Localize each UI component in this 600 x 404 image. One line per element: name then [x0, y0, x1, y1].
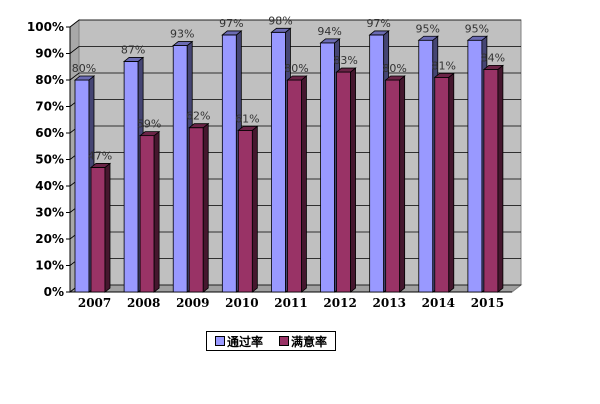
data-label-series-2: 81% — [432, 59, 456, 72]
bar-top-series-1 — [172, 41, 194, 46]
data-label-series-2: 83% — [333, 54, 357, 67]
bar-top-series-2 — [89, 163, 112, 168]
y-tick-label: 20% — [35, 232, 64, 246]
bar-top-series-1 — [270, 27, 292, 33]
y-tick-label: 50% — [35, 153, 64, 167]
data-label-series-1: 98% — [268, 14, 292, 27]
bar-top-series-1 — [122, 57, 145, 62]
bar-series-1 — [467, 39, 483, 293]
y-tick-label: 10% — [35, 259, 64, 273]
y-tick-label: 100% — [27, 20, 64, 34]
y-tick-label: 60% — [35, 126, 64, 140]
bar-top-series-2 — [335, 67, 357, 73]
bar-series-1 — [221, 34, 237, 293]
bar-top-series-2 — [384, 75, 406, 81]
y-tick-label: 70% — [35, 100, 64, 114]
data-label-series-2: 47% — [88, 149, 112, 162]
bar-series-2 — [336, 71, 351, 293]
data-label-series-1: 95% — [465, 22, 489, 35]
bar-series-2 — [237, 129, 253, 293]
bar-series-1 — [418, 39, 434, 293]
bar-side-series-2 — [448, 72, 455, 293]
bar-side-series-2 — [350, 67, 356, 293]
data-label-series-1: 80% — [72, 62, 96, 75]
bar-top-series-1 — [368, 30, 390, 36]
bar-series-1 — [123, 61, 139, 293]
gridline — [69, 19, 521, 28]
x-tick-label: 2009 — [176, 296, 209, 310]
x-tick-label: 2008 — [127, 296, 160, 310]
bar-side-series-2 — [301, 75, 307, 293]
legend-label-series-2: 满意率 — [290, 334, 327, 349]
bar-series-1 — [320, 42, 335, 293]
y-tick-label: 0% — [44, 285, 64, 299]
bar-series-1 — [74, 79, 90, 293]
x-tick-label: 2010 — [225, 296, 258, 310]
x-tick-label: 2011 — [274, 296, 307, 310]
legend-label-series-1: 通过率 — [226, 334, 263, 349]
bar-series-2 — [385, 79, 401, 293]
legend-swatch-series-2 — [278, 336, 289, 346]
bar-top-series-1 — [417, 35, 439, 41]
legend-swatch-series-1 — [214, 336, 225, 346]
data-label-series-1: 97% — [366, 17, 390, 30]
bar-top-series-2 — [482, 65, 505, 70]
data-label-series-1: 93% — [170, 28, 194, 41]
bar-top-series-2 — [433, 72, 455, 78]
x-tick-label: 2013 — [373, 296, 406, 310]
bar-side-series-2 — [202, 122, 209, 293]
bar-top-series-2 — [286, 75, 308, 81]
bar-top-series-2 — [138, 131, 161, 137]
bar-side-series-2 — [104, 162, 111, 293]
bar-side-series-2 — [497, 64, 504, 293]
bar-top-series-1 — [319, 38, 341, 44]
data-label-series-2: 80% — [382, 62, 406, 75]
bar-series-2 — [434, 76, 450, 293]
data-label-series-1: 94% — [317, 25, 341, 38]
bar-series-2 — [188, 127, 204, 293]
plot-area: 0% 10% 20% 30% 40% 50% 60% 70% 80% 90% 100% 80% 47% 2… — [27, 14, 523, 310]
y-tick-label: 40% — [35, 179, 64, 193]
bar-top-series-1 — [221, 30, 243, 36]
x-tick-label: 2015 — [471, 296, 504, 310]
legend-item-series-2: 满意率 — [278, 333, 327, 350]
x-tick-label: 2012 — [323, 296, 356, 310]
legend-item-series-1: 通过率 — [214, 333, 263, 350]
bar-series-2 — [287, 79, 302, 293]
bar-side-series-2 — [251, 125, 258, 293]
bar-series-2 — [483, 69, 499, 293]
bar-series-2 — [90, 167, 106, 293]
data-label-series-2: 59% — [137, 118, 161, 131]
y-tick-label: 30% — [35, 206, 64, 220]
bar-side-series-2 — [399, 75, 406, 293]
bar-top-series-1 — [466, 35, 489, 41]
data-label-series-2: 80% — [284, 62, 308, 75]
data-label-series-1: 95% — [416, 22, 440, 35]
data-label-series-2: 62% — [186, 110, 210, 123]
bar-side-series-2 — [153, 130, 160, 293]
legend: 通过率 满意率 — [206, 331, 336, 351]
bar-top-series-2 — [237, 125, 259, 131]
data-label-series-2: 61% — [235, 112, 259, 125]
y-tick-label: 90% — [35, 47, 64, 61]
data-label-series-1: 87% — [121, 43, 145, 56]
bar-series-2 — [139, 135, 155, 293]
bar-series-1 — [172, 45, 188, 293]
bar-top-series-1 — [73, 75, 96, 81]
y-tick-label: 80% — [35, 73, 64, 87]
bar-top-series-2 — [188, 123, 210, 129]
data-label-series-1: 97% — [219, 17, 243, 30]
data-label-series-2: 84% — [481, 51, 505, 64]
x-tick-label: 2014 — [422, 296, 455, 310]
x-tick-label: 2007 — [78, 296, 111, 310]
